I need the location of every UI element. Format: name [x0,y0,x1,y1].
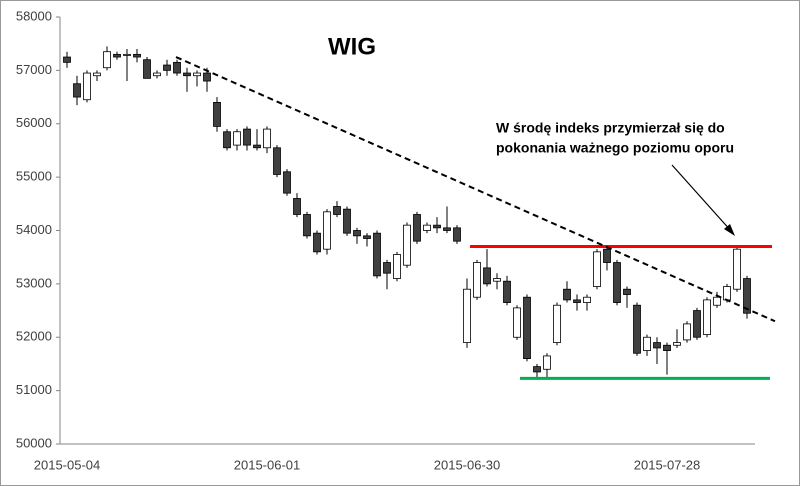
candle-body [463,288,471,343]
candle-body [683,323,691,341]
candle-body [743,278,751,314]
candle-body [663,344,671,351]
y-tick-label: 57000 [16,62,52,77]
candle-body [323,211,331,250]
candle-body [483,267,491,285]
candle-body [713,296,721,306]
candle-body [643,336,651,351]
candle-body [83,72,91,101]
x-tick-label: 2015-07-28 [634,457,701,472]
candle-body [333,206,341,215]
candle-body [273,147,281,175]
y-tick-label: 56000 [16,115,52,130]
candle-body [163,64,171,71]
candle-body [383,262,391,274]
candle-body [173,61,181,74]
annotation: pokonania ważnego poziomu oporu [496,140,734,156]
candle-body [103,51,111,69]
candle-body [133,53,141,58]
candle-body [93,72,101,77]
candle-body [73,83,81,98]
candle-body [63,56,71,63]
candle-body [223,131,231,149]
candle-body [313,232,321,253]
candle-body [453,227,461,242]
y-tick-label: 58000 [16,8,52,23]
candle-body [533,366,541,373]
annotation: W środę indeks przymierzał się do [496,120,725,136]
candle-body [363,235,371,239]
candle-body [213,102,221,127]
candle-body [283,171,291,194]
candle-body [153,72,161,77]
candle-body [603,248,611,263]
candle-body [573,299,581,303]
x-tick-label: 2015-06-30 [434,457,501,472]
x-tick-label: 2015-06-01 [234,457,301,472]
candle-body [653,342,661,349]
candle-body [193,72,201,77]
candle-body [703,299,711,335]
y-tick-label: 54000 [16,222,52,237]
chart-title: WIG [328,33,376,60]
candle-body [203,72,211,82]
candle-body [293,198,301,215]
candle-body [613,262,621,303]
candle-body [543,355,551,370]
candle-body [183,72,191,77]
candle-body [673,342,681,346]
candle-body [693,310,701,338]
candle-body [553,304,561,343]
candle-body [243,128,251,146]
candle-body [303,214,311,237]
y-tick-label: 52000 [16,329,52,344]
candle-body [623,288,631,295]
candle-body [523,296,531,359]
candle-body [733,248,741,290]
candle-body [393,254,401,279]
candle-body [503,280,511,303]
arrow-head [724,224,735,236]
y-tick-label: 55000 [16,169,52,184]
candle-body [563,288,571,301]
y-tick-label: 53000 [16,275,52,290]
y-tick-label: 51000 [16,382,52,397]
candle-body [403,224,411,266]
candle-body [353,230,361,237]
trend-line [175,56,776,323]
candle-body [583,296,591,303]
candle-body [263,128,271,149]
candle-body [723,286,731,301]
candle-body [343,208,351,234]
candle-body [593,251,601,287]
candle-body [633,304,641,354]
candle-body [123,53,131,56]
candle-body [473,262,481,298]
arrow [671,164,733,233]
candle-body [433,224,441,229]
candle-body [513,307,521,338]
candle-body [233,131,241,146]
candle-body [443,227,451,231]
candle-body [423,224,431,231]
candle-body [413,214,421,242]
candle-body [493,278,501,282]
candle-body [113,53,121,58]
y-tick-label: 50000 [16,435,52,450]
candle-body [253,144,261,149]
candle-body [373,232,381,277]
x-tick-label: 2015-05-04 [34,457,101,472]
candle-body [143,59,151,79]
